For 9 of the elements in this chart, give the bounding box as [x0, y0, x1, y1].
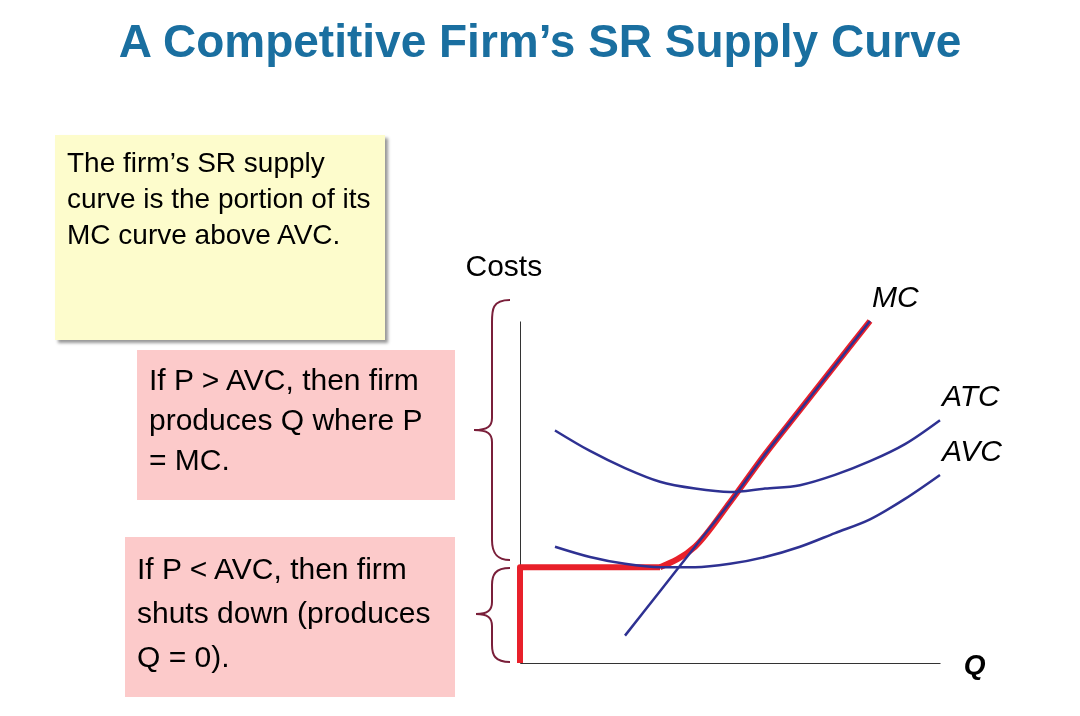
series-label: MC — [872, 280, 919, 313]
x-axis-title: Q — [963, 648, 986, 680]
text: If P < AVC, then firm shuts down (produces Q = 0). — [125, 537, 455, 697]
text: The firm’s SR supply curve is the portion of its MC curve above AVC. — [55, 135, 385, 340]
series-label: AVC — [940, 433, 1003, 467]
series-label: ATC — [940, 379, 1001, 413]
y-axis-title: Costs — [465, 248, 543, 282]
chart-title: A Competitive Firm’s SR Supply Curve — [117, 14, 963, 68]
text: If P > AVC, then firm produces Q where P = MC. — [137, 350, 455, 500]
